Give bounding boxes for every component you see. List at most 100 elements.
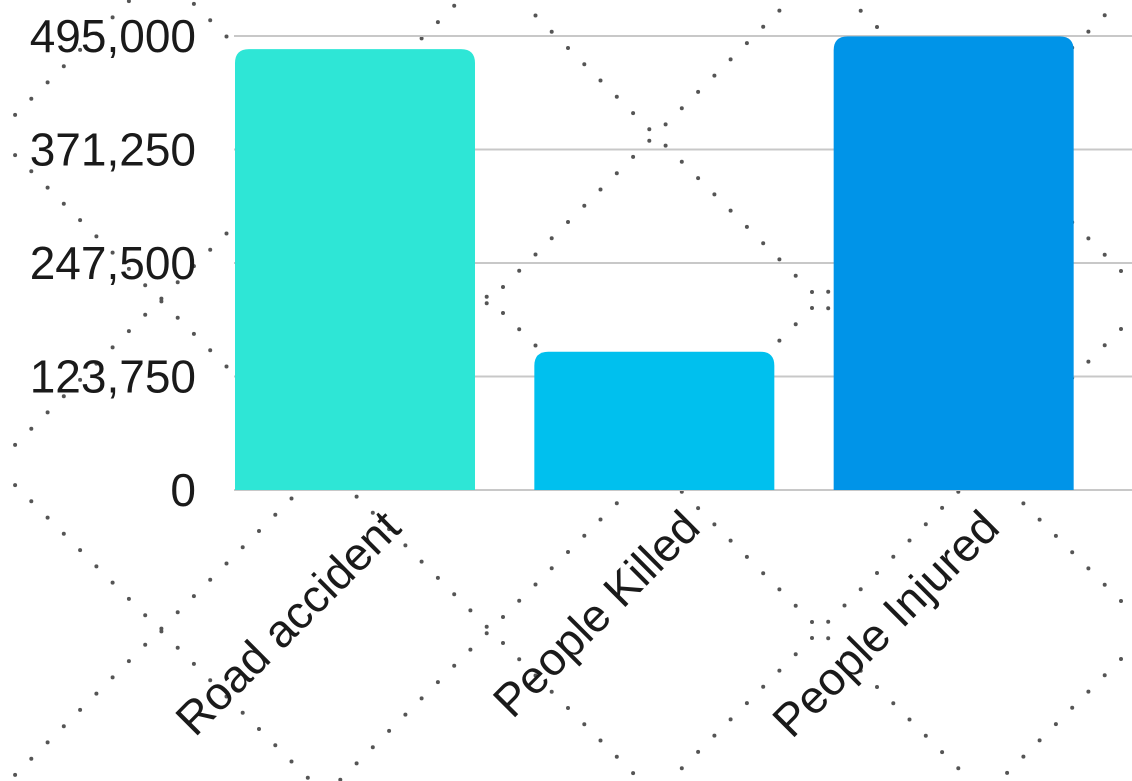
pattern-dot <box>582 203 587 208</box>
pattern-dot <box>110 250 115 255</box>
pattern-dot <box>777 257 782 262</box>
pattern-dot <box>842 652 847 657</box>
pattern-dot <box>810 620 814 624</box>
pattern-dot <box>94 564 99 569</box>
pattern-dot <box>875 685 879 689</box>
pattern-dot <box>240 710 245 715</box>
pattern-dot <box>45 410 50 415</box>
pattern-dot <box>1005 770 1010 775</box>
pattern-dot <box>549 236 554 241</box>
pattern-dot <box>468 647 473 652</box>
pattern-dot <box>761 684 766 689</box>
pattern-dot <box>257 727 261 731</box>
pattern-dot <box>517 327 522 332</box>
pattern-dot <box>143 312 148 317</box>
pattern-dot <box>208 577 213 582</box>
pattern-dot <box>110 675 115 680</box>
pattern-dot <box>94 691 99 696</box>
pattern-dot <box>891 554 896 559</box>
pattern-dot <box>175 315 180 320</box>
pattern-dot <box>191 594 196 599</box>
pattern-dot <box>566 550 570 554</box>
pattern-dot <box>614 501 619 506</box>
pattern-dot <box>826 636 831 641</box>
pattern-dot <box>273 512 278 517</box>
pattern-dot <box>94 31 99 36</box>
pattern-dot <box>517 268 522 273</box>
pattern-dot <box>679 106 684 111</box>
pattern-dot <box>712 192 717 197</box>
pattern-dot <box>566 46 570 50</box>
pattern-dot <box>1119 269 1123 273</box>
pattern-dot <box>696 176 701 181</box>
pattern-dot <box>728 208 733 213</box>
pattern-dot <box>793 652 798 657</box>
pattern-dot <box>582 722 587 727</box>
pattern-dot <box>61 394 66 399</box>
pattern-dot <box>29 169 34 174</box>
pattern-dot <box>598 517 603 522</box>
pattern-dot <box>549 29 554 34</box>
pattern-dot <box>858 668 863 673</box>
pattern-dot <box>777 338 782 343</box>
pattern-dot <box>13 772 18 777</box>
pattern-dot <box>549 566 554 571</box>
pattern-dot <box>126 0 131 4</box>
bar-people-killed <box>534 351 775 490</box>
pattern-dot <box>517 598 522 603</box>
pattern-dot <box>78 218 83 223</box>
pattern-dot <box>45 185 50 190</box>
pattern-dot <box>533 343 538 348</box>
pattern-dot <box>29 756 34 761</box>
pattern-dot <box>631 111 636 116</box>
pattern-dot <box>1102 252 1107 257</box>
pattern-dot <box>45 515 50 520</box>
pattern-dot <box>598 187 603 192</box>
pattern-dot <box>728 538 733 543</box>
pattern-dot <box>777 8 782 13</box>
pattern-dot <box>744 41 749 46</box>
bars <box>235 36 1074 491</box>
pattern-dot <box>614 171 619 176</box>
y-tick-label: 247,500 <box>30 237 196 289</box>
pattern-dot <box>370 510 375 515</box>
pattern-dot <box>387 527 392 532</box>
pattern-dot <box>631 154 636 159</box>
pattern-dot <box>566 706 570 710</box>
pattern-dot <box>126 329 131 334</box>
pattern-dot <box>679 766 684 771</box>
pattern-dot <box>110 580 115 585</box>
pattern-dot <box>191 331 196 336</box>
pattern-dot <box>793 273 798 278</box>
pattern-dot <box>468 608 473 613</box>
pattern-dot <box>663 122 668 127</box>
pattern-dot <box>501 615 505 619</box>
pattern-dot <box>517 657 522 662</box>
pattern-dot <box>875 25 879 29</box>
pattern-dot <box>533 582 538 587</box>
pattern-dot <box>1053 722 1058 727</box>
pattern-dot <box>712 733 717 738</box>
pattern-dot <box>826 289 831 294</box>
pattern-dot <box>631 771 636 776</box>
pattern-dot <box>923 522 928 527</box>
y-tick-label: 371,250 <box>30 124 196 176</box>
pattern-dot <box>13 112 18 117</box>
pattern-dot <box>891 701 896 706</box>
pattern-dot <box>13 153 18 158</box>
pattern-dot <box>419 559 424 564</box>
pattern-dot <box>435 575 440 580</box>
pattern-dot <box>110 345 115 350</box>
pattern-dot <box>1086 29 1091 34</box>
pattern-dot <box>1102 13 1107 18</box>
pattern-dot <box>875 571 879 575</box>
pattern-dot <box>208 678 213 683</box>
pattern-dot <box>61 64 66 69</box>
pattern-dot <box>858 587 863 592</box>
pattern-dot <box>61 201 66 206</box>
pattern-dot <box>257 529 261 533</box>
pattern-dot <box>1086 689 1091 694</box>
pattern-dot <box>435 20 440 25</box>
pattern-dot <box>712 522 717 527</box>
